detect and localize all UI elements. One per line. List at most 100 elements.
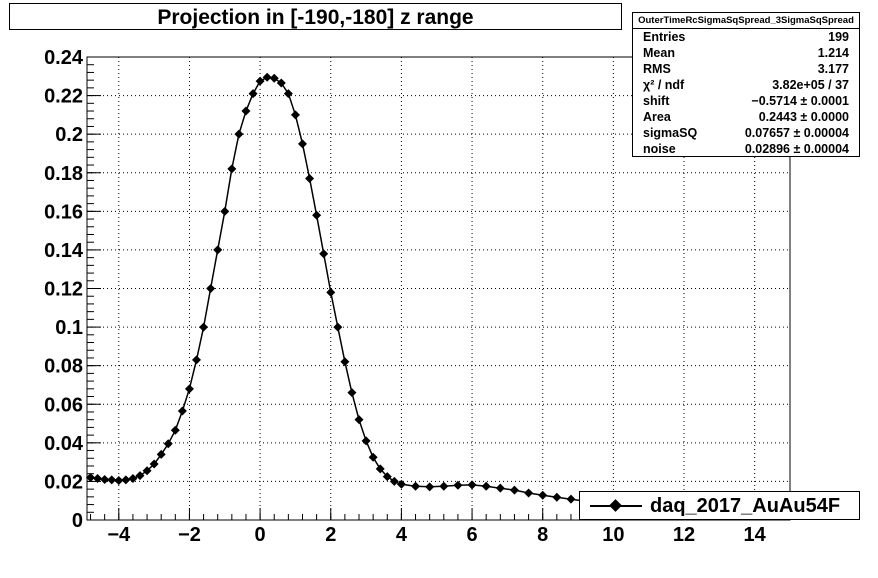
data-point <box>552 492 562 502</box>
x-tick-label: −4 <box>107 524 131 546</box>
data-point <box>340 357 350 367</box>
data-point <box>375 464 385 474</box>
y-tick-label: 0.1 <box>55 317 83 339</box>
data-point <box>262 72 272 82</box>
chart-title: Projection in [-190,-180] z range <box>157 6 474 29</box>
stats-value: 199 <box>828 30 849 44</box>
data-point <box>538 490 548 500</box>
stats-key: RMS <box>643 62 671 76</box>
data-point <box>135 471 145 481</box>
stats-row-chi2: χ² / ndf 3.82e+05 / 37 <box>633 77 859 93</box>
data-point <box>305 174 315 184</box>
data-point <box>453 480 463 490</box>
data-point <box>199 322 209 332</box>
data-point <box>241 106 251 116</box>
y-tick-label: 0 <box>72 510 83 532</box>
y-tick-label: 0.2 <box>55 124 83 146</box>
stats-key: sigmaSQ <box>643 126 698 140</box>
data-point <box>396 479 406 489</box>
data-point <box>425 482 435 492</box>
data-point <box>509 485 519 495</box>
data-point <box>121 475 131 485</box>
data-point <box>297 139 307 149</box>
data-point <box>156 449 166 459</box>
x-tick-label: 4 <box>396 524 408 546</box>
y-tick-label: 0.22 <box>44 86 83 108</box>
stats-value: 3.177 <box>817 62 849 76</box>
stats-key: Mean <box>643 46 675 60</box>
y-tick-label: 0.04 <box>44 433 84 455</box>
legend: daq_2017_AuAu54F <box>579 491 860 520</box>
data-point <box>467 480 477 490</box>
data-point <box>234 129 244 139</box>
data-point <box>368 452 378 462</box>
stats-key: Area <box>643 110 671 124</box>
x-tick-label: 8 <box>537 524 548 546</box>
data-points <box>86 72 590 506</box>
data-point <box>439 481 449 491</box>
data-point <box>333 322 343 332</box>
stats-value: 0.2443 ± 0.0000 <box>758 110 849 124</box>
data-point <box>227 164 237 174</box>
stats-row-sigmasq: sigmaSQ 0.07657 ± 0.00004 <box>633 125 859 141</box>
data-point <box>319 249 329 259</box>
data-point <box>382 472 392 482</box>
data-point <box>361 436 371 446</box>
stats-row-shift: shift −0.5714 ± 0.0001 <box>633 93 859 109</box>
data-point <box>93 474 103 484</box>
stats-box: OuterTimeRcSigmaSqSpread_3SigmaSqSpread … <box>632 12 860 157</box>
data-point <box>114 475 124 485</box>
data-point <box>255 76 265 86</box>
data-point <box>248 89 258 99</box>
data-point <box>347 388 357 398</box>
x-tick-label: 0 <box>255 524 266 546</box>
stats-row-noise: noise 0.02896 ± 0.00004 <box>633 141 859 157</box>
data-point <box>128 474 138 484</box>
x-tick-label: 10 <box>602 524 624 546</box>
stats-value: 3.82e+05 / 37 <box>772 78 849 92</box>
stats-key: χ² / ndf <box>643 78 685 92</box>
legend-diamond-marker <box>609 499 622 512</box>
y-tick-label: 0.06 <box>44 394 83 416</box>
y-tick-label: 0.08 <box>44 356 83 378</box>
stats-row-entries: Entries 199 <box>633 29 859 45</box>
x-tick-label: 2 <box>325 524 336 546</box>
stats-row-mean: Mean 1.214 <box>633 45 859 61</box>
y-tick-labels: 0 0.02 0.04 0.06 0.08 0.1 0.12 0.14 0.16 0.18 0.2 0… <box>44 47 84 532</box>
data-point <box>86 473 96 483</box>
stats-value: 1.214 <box>817 46 849 60</box>
data-point <box>107 475 117 485</box>
data-point <box>220 206 230 216</box>
data-point <box>411 481 421 491</box>
data-point <box>283 89 293 99</box>
stats-row-rms: RMS 3.177 <box>633 61 859 77</box>
fit-curve <box>90 76 586 502</box>
data-point <box>269 73 279 83</box>
y-tick-label: 0.18 <box>44 163 83 185</box>
y-tick-label: 0.16 <box>44 201 83 223</box>
legend-entry-label: daq_2017_AuAu54F <box>650 495 841 517</box>
stats-value: 0.07657 ± 0.00004 <box>744 126 849 140</box>
data-point <box>163 439 173 449</box>
data-point <box>481 481 491 491</box>
stats-title: OuterTimeRcSigmaSqSpread_3SigmaSqSpread <box>633 13 859 29</box>
data-point <box>326 287 336 297</box>
y-tick-label: 0.24 <box>44 47 84 69</box>
stats-row-area: Area 0.2443 ± 0.0000 <box>633 109 859 125</box>
data-point <box>177 406 187 416</box>
data-point <box>524 488 534 498</box>
y-tick-label: 0.12 <box>44 279 83 301</box>
data-point <box>192 355 202 365</box>
data-point <box>276 78 286 88</box>
data-point <box>184 384 194 394</box>
stats-key: noise <box>643 142 676 156</box>
data-point <box>566 494 576 504</box>
data-point <box>312 210 322 220</box>
data-point <box>290 110 300 120</box>
stats-value: 0.02896 ± 0.00004 <box>744 142 849 156</box>
x-tick-label: 12 <box>673 524 695 546</box>
data-point <box>206 284 216 293</box>
x-tick-label: 14 <box>744 524 767 546</box>
y-tick-label: 0.02 <box>44 471 83 493</box>
